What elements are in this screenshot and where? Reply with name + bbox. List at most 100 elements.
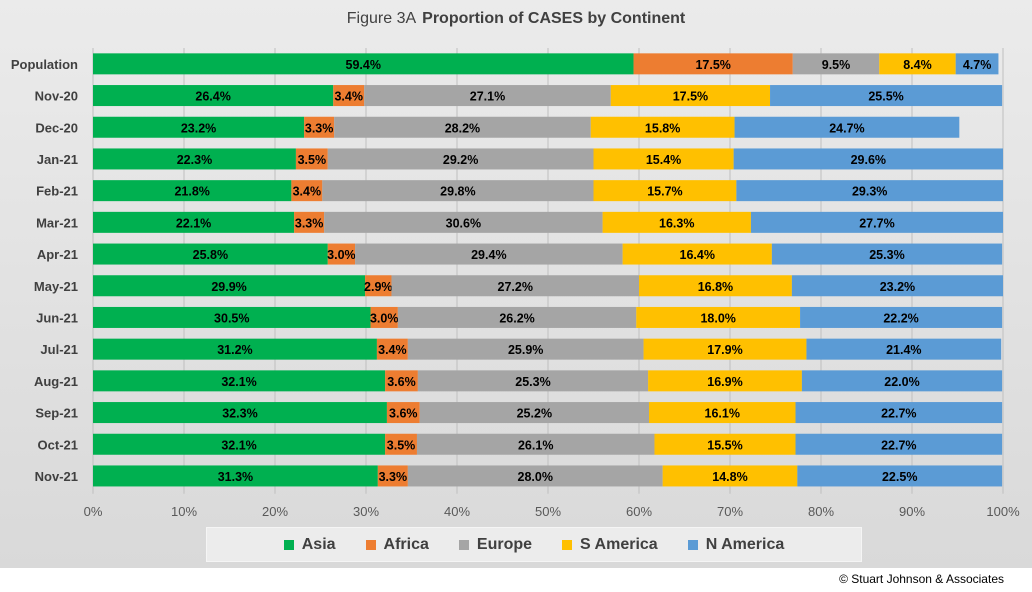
- bar-segment-europe: [364, 85, 611, 107]
- data-label: 3.6%: [389, 407, 418, 421]
- category-label: Nov-20: [35, 89, 78, 104]
- data-label: 25.2%: [517, 407, 552, 421]
- data-label: 3.6%: [387, 375, 416, 389]
- bar-segment-n-america: [795, 433, 1003, 455]
- bar-segment-europe: [416, 433, 655, 455]
- data-label: 15.7%: [647, 185, 682, 199]
- bar-segment-s-america: [643, 338, 807, 360]
- legend-swatch: [458, 539, 469, 550]
- bar-segment-asia: [93, 53, 634, 75]
- data-label: 8.4%: [903, 58, 932, 72]
- bar-segment-africa: [365, 275, 392, 297]
- legend-label: Africa: [383, 535, 429, 553]
- x-tick-label: 30%: [353, 504, 379, 519]
- bar-segment-asia: [93, 243, 328, 265]
- data-label: 25.8%: [193, 248, 228, 262]
- bar-segment-africa: [370, 306, 398, 328]
- data-label: 32.1%: [221, 375, 256, 389]
- bar-segment-n-america: [736, 180, 1003, 202]
- bar-segment-africa: [377, 465, 408, 487]
- data-label: 3.3%: [305, 121, 334, 135]
- data-label: 22.2%: [883, 311, 918, 325]
- bar-segment-s-america: [662, 465, 798, 487]
- data-label: 29.6%: [851, 153, 886, 167]
- category-label: Nov-21: [35, 469, 78, 484]
- title-main: Proportion of CASES by Continent: [422, 10, 686, 27]
- bar-segment-asia: [93, 465, 378, 487]
- bar-segment-asia: [93, 148, 296, 170]
- data-label: 29.8%: [440, 185, 475, 199]
- legend-label: S America: [580, 535, 658, 553]
- data-label: 29.2%: [443, 153, 478, 167]
- bar-segment-s-america: [636, 306, 801, 328]
- legend-swatch: [687, 539, 698, 550]
- bar-segment-n-america: [770, 85, 1003, 107]
- x-tick-label: 60%: [626, 504, 652, 519]
- data-label: 15.4%: [646, 153, 681, 167]
- data-label: 3.4%: [378, 343, 407, 357]
- data-label: 16.1%: [705, 407, 740, 421]
- bar-segment-africa: [304, 116, 335, 138]
- data-label: 18.0%: [700, 311, 735, 325]
- data-label: 25.9%: [508, 343, 543, 357]
- data-label: 27.7%: [859, 216, 894, 230]
- x-tick-label: 70%: [717, 504, 743, 519]
- bar-segment-s-america: [622, 243, 772, 265]
- bar-segment-asia: [93, 85, 334, 107]
- data-label: 22.3%: [177, 153, 212, 167]
- category-label: Population: [11, 57, 78, 72]
- data-label: 32.3%: [222, 407, 257, 421]
- data-label: 3.5%: [298, 153, 327, 167]
- bar-segment-europe: [407, 338, 644, 360]
- data-label: 3.0%: [370, 311, 399, 325]
- bar-segment-s-america: [639, 275, 792, 297]
- data-label: 15.8%: [645, 121, 680, 135]
- data-label: 17.5%: [695, 58, 730, 72]
- bar-segment-europe: [322, 180, 594, 202]
- data-label: 16.4%: [680, 248, 715, 262]
- legend-item: Asia: [283, 536, 336, 554]
- chart-title: Figure 3A Proportion of CASES by Continen…: [0, 10, 1032, 28]
- bar-segment-n-america: [734, 116, 960, 138]
- x-tick-label: 90%: [899, 504, 925, 519]
- bar-segment-asia: [93, 211, 295, 233]
- bar-segment-europe: [792, 53, 880, 75]
- bar-segment-asia: [93, 338, 377, 360]
- category-label: Apr-21: [37, 247, 78, 262]
- bar-segment-africa: [376, 338, 408, 360]
- data-label: 15.5%: [707, 438, 742, 452]
- title-prefix: Figure 3A: [346, 10, 417, 27]
- bar-segment-s-america: [649, 402, 796, 424]
- category-label: Aug-21: [34, 374, 78, 389]
- bar-segment-asia: [93, 402, 387, 424]
- x-tick-label: 40%: [444, 504, 470, 519]
- legend-item: Europe: [458, 536, 532, 554]
- bar-segment-s-america: [593, 180, 737, 202]
- data-label: 21.8%: [174, 185, 209, 199]
- data-label: 22.7%: [881, 438, 916, 452]
- data-label: 16.9%: [707, 375, 742, 389]
- x-tick-label: 10%: [171, 504, 197, 519]
- legend-label: N America: [705, 535, 785, 553]
- data-label: 27.2%: [498, 280, 533, 294]
- data-label: 3.4%: [334, 90, 363, 104]
- category-label: Oct-21: [38, 437, 78, 452]
- category-label: Jul-21: [40, 342, 78, 357]
- data-label: 24.7%: [829, 121, 864, 135]
- bar-segment-n-america: [955, 53, 999, 75]
- bar-segment-europe: [407, 465, 663, 487]
- bar-segment-europe: [417, 370, 649, 392]
- bar-segment-asia: [93, 306, 371, 328]
- bar-segment-s-america: [593, 148, 734, 170]
- x-tick-label: 20%: [262, 504, 288, 519]
- bar-segment-africa: [633, 53, 793, 75]
- legend-swatch: [365, 539, 376, 550]
- bar-segment-s-america: [648, 370, 802, 392]
- category-label: Sep-21: [35, 406, 78, 421]
- bar-segment-s-america: [654, 433, 796, 455]
- bar-segment-europe: [334, 116, 591, 138]
- data-label: 29.3%: [852, 185, 887, 199]
- data-label: 17.9%: [707, 343, 742, 357]
- bar-segment-africa: [385, 433, 417, 455]
- bar-segment-africa: [386, 402, 420, 424]
